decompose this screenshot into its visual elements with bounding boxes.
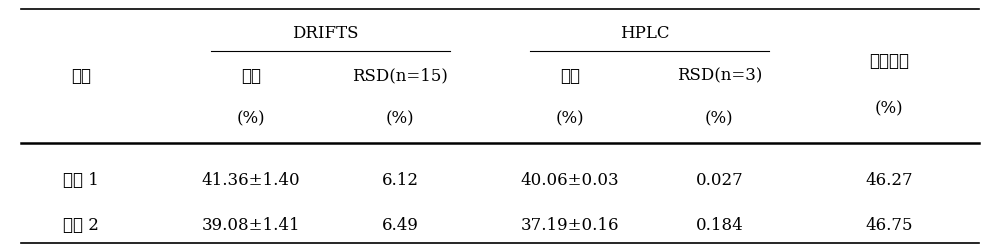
Text: 0.184: 0.184 — [696, 217, 743, 234]
Text: DRIFTS: DRIFTS — [292, 25, 359, 42]
Text: (%): (%) — [386, 110, 415, 127]
Text: 6.12: 6.12 — [382, 172, 419, 189]
Text: 41.36±1.40: 41.36±1.40 — [201, 172, 300, 189]
Text: 样品 2: 样品 2 — [63, 217, 99, 234]
Text: 样品: 样品 — [71, 68, 91, 85]
Text: 标示含量: 标示含量 — [869, 53, 909, 70]
Text: (%): (%) — [555, 110, 584, 127]
Text: 40.06±0.03: 40.06±0.03 — [520, 172, 619, 189]
Text: (%): (%) — [875, 100, 903, 117]
Text: 样品 1: 样品 1 — [63, 172, 99, 189]
Text: 0.027: 0.027 — [696, 172, 743, 189]
Text: RSD(n=3): RSD(n=3) — [677, 68, 762, 85]
Text: 46.75: 46.75 — [865, 217, 913, 234]
Text: HPLC: HPLC — [620, 25, 669, 42]
Text: 含量: 含量 — [241, 68, 261, 85]
Text: 6.49: 6.49 — [382, 217, 419, 234]
Text: RSD(n=15): RSD(n=15) — [352, 68, 448, 85]
Text: 39.08±1.41: 39.08±1.41 — [201, 217, 300, 234]
Text: 含量: 含量 — [560, 68, 580, 85]
Text: 46.27: 46.27 — [865, 172, 913, 189]
Text: 37.19±0.16: 37.19±0.16 — [521, 217, 619, 234]
Text: (%): (%) — [236, 110, 265, 127]
Text: (%): (%) — [705, 110, 734, 127]
